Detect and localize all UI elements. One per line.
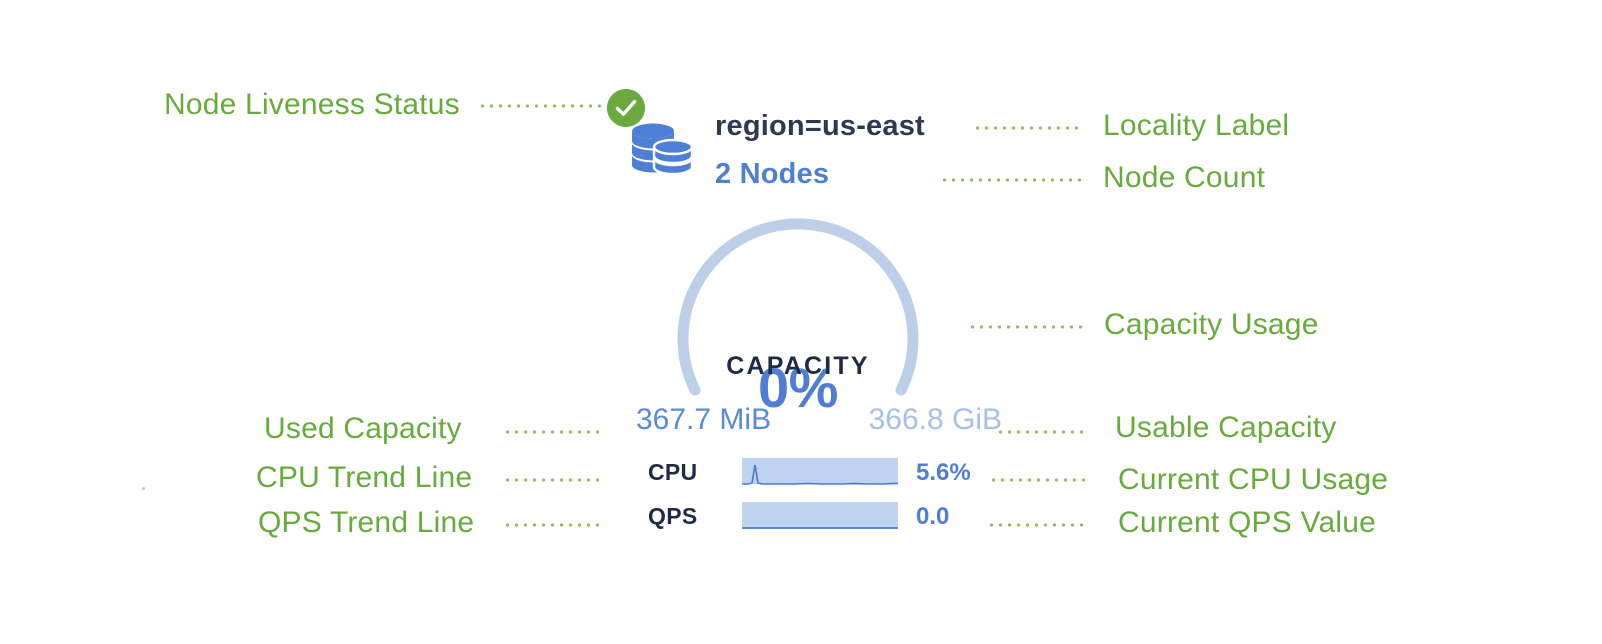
used-capacity-value: 367.7 MiB [636,403,772,436]
database-stack-icon [630,122,694,180]
metric-row-cpu: CPU 5.6% [636,456,1002,490]
annotation-locality-label: Locality Label [1103,109,1290,142]
leader-current-cpu-usage [989,478,1085,482]
leader-qps-trend-line [503,523,599,527]
check-circle-icon [607,89,645,127]
locality-label-text: region=us-east [715,110,925,142]
usable-capacity-value: 366.8 GiB [868,403,1002,436]
annotation-usable-capacity: Usable Capacity [1115,411,1337,444]
annotation-current-cpu-usage: Current CPU Usage [1118,463,1389,496]
cpu-label: CPU [648,459,698,485]
annotation-node-count: Node Count [1103,161,1266,194]
qps-label: QPS [648,503,698,529]
capacity-gauge [648,204,948,400]
qps-current-value: 0.0 [916,503,950,530]
annotation-current-qps-value: Current QPS Value [1118,506,1376,539]
qps-trend-line-sparkline [742,502,898,530]
annotation-qps-trend-line: QPS Trend Line [258,506,475,539]
annotation-node-liveness-status: Node Liveness Status [164,88,460,121]
leader-cpu-trend-line [503,478,599,482]
annotation-used-capacity: Used Capacity [264,412,462,445]
cpu-current-value: 5.6% [916,459,971,486]
node-summary-card[interactable]: region=us-east 2 Nodes 0% CAPACITY 367.7… [600,82,1020,562]
leader-node-liveness-status [478,104,602,108]
leader-locality-label [973,126,1083,130]
annotation-capacity-usage: Capacity Usage [1104,308,1319,341]
capacity-values-row: 367.7 MiB 366.8 GiB [636,402,1002,440]
capacity-percent: 0% [758,356,838,419]
stray-dot-left [142,487,145,490]
capacity-caption: CAPACITY [726,352,870,380]
leader-node-count [940,178,1083,182]
leader-usable-capacity [996,430,1086,434]
annotation-cpu-trend-line: CPU Trend Line [256,461,473,494]
node-count-text: 2 Nodes [715,158,830,190]
cpu-trend-line-sparkline [742,458,898,486]
leader-capacity-usage [968,325,1086,329]
metric-row-qps: QPS 0.0 [636,500,1002,534]
leader-current-qps-value [987,523,1083,527]
leader-used-capacity [503,430,599,434]
